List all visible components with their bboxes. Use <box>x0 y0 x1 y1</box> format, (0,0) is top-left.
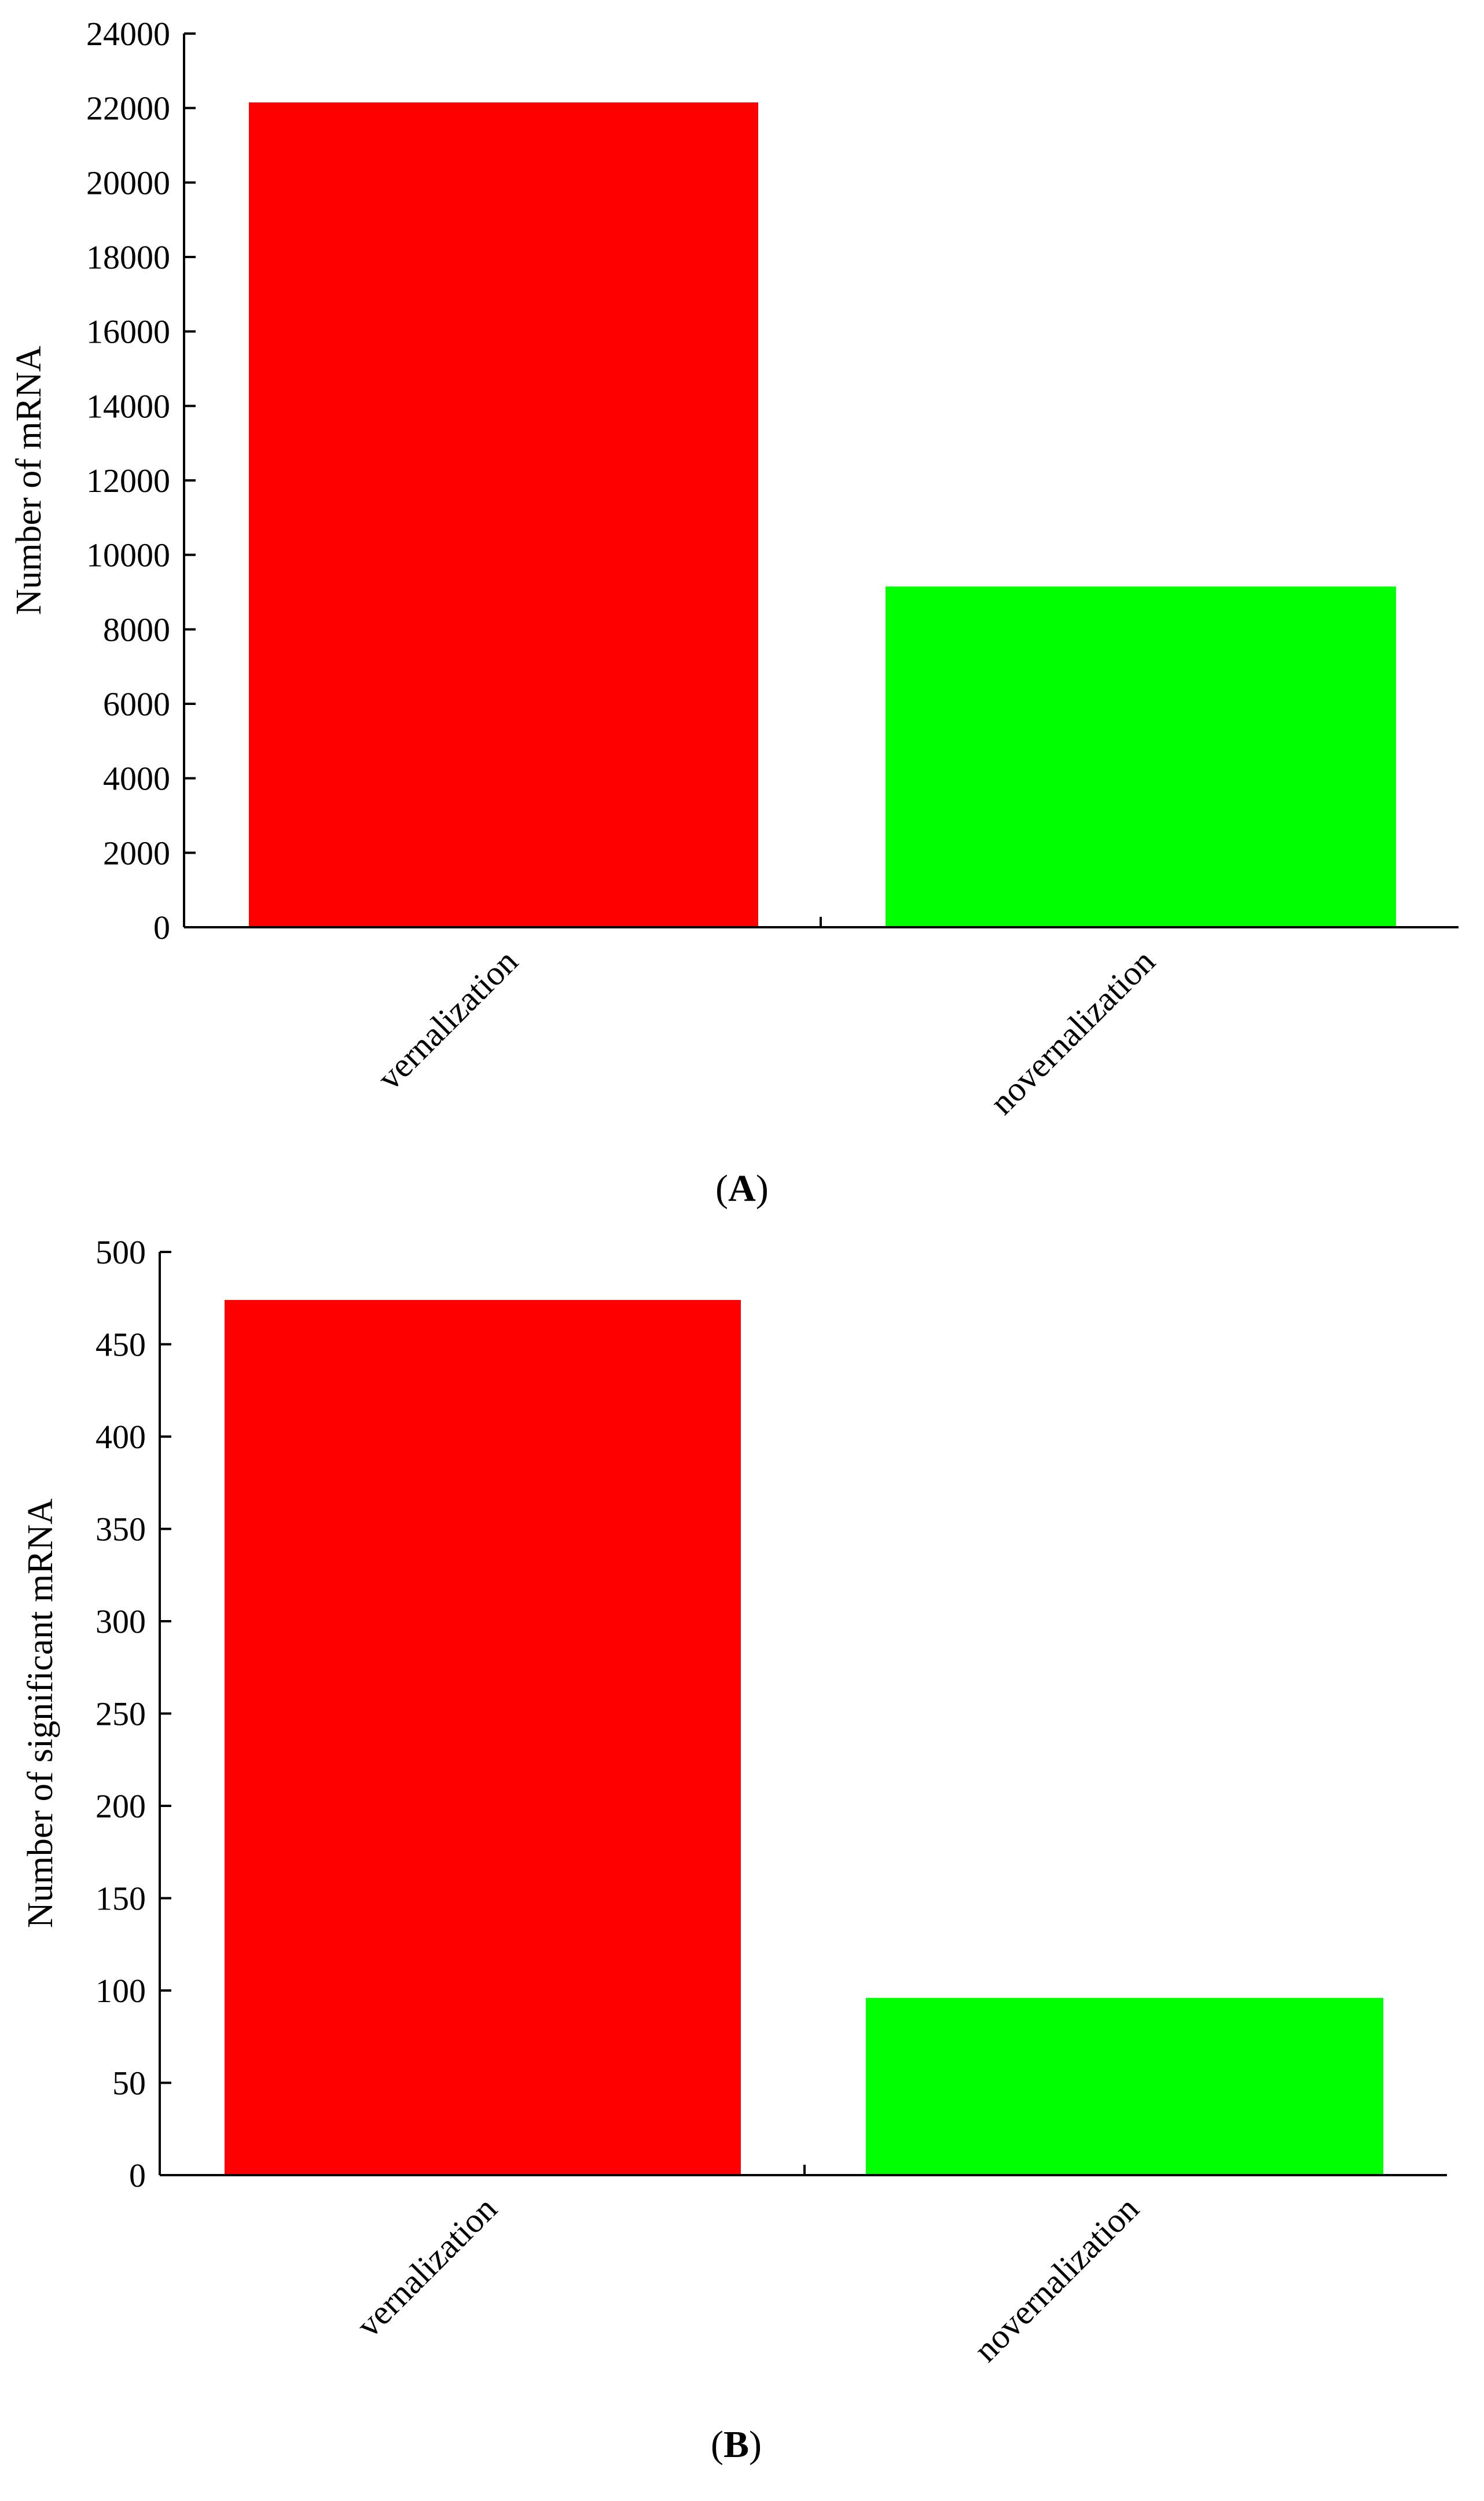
y-tick-label: 250 <box>95 1695 146 1733</box>
y-tick-label: 0 <box>153 909 170 946</box>
panel-label: (B) <box>711 2423 762 2466</box>
y-tick-label: 150 <box>95 1880 146 1918</box>
y-tick-label: 100 <box>95 1972 146 2010</box>
y-tick-label: 24000 <box>86 15 170 53</box>
chart-panel-b: 0 50 100 150 200 250 300 350 400 450 500 vernalizat… <box>21 1233 1447 2466</box>
y-tick-label: 10000 <box>86 537 170 574</box>
y-tick-label: 0 <box>129 2157 146 2194</box>
y-tick-label: 8000 <box>103 611 170 648</box>
x-category-label: novernalization <box>983 942 1163 1122</box>
y-tick-label: 14000 <box>86 387 170 425</box>
y-axis-title: Number of significant mRNA <box>21 1499 60 1928</box>
x-category-label: vernalization <box>370 942 525 1097</box>
y-tick-label: 12000 <box>86 462 170 500</box>
x-category-label: vernalization <box>349 2190 504 2345</box>
y-tick-label: 450 <box>95 1326 146 1364</box>
y-axis-title: Number of mRNA <box>9 346 49 615</box>
y-tick-label: 18000 <box>86 238 170 276</box>
panel-label: (A) <box>715 1167 769 1210</box>
chart-panel-a: 0 2000 4000 6000 8000 10000 12000 14000 16000 180… <box>9 15 1459 1210</box>
bar-vernalization <box>225 1299 741 2175</box>
y-tick-label: 200 <box>95 1787 146 1825</box>
bar-novernalization <box>866 1997 1383 2175</box>
x-category-label: novernalization <box>967 2190 1147 2370</box>
bar-vernalization <box>249 102 758 928</box>
y-tick-label: 16000 <box>86 313 170 351</box>
y-tick-label: 22000 <box>86 90 170 127</box>
y-tick-label: 350 <box>95 1511 146 1548</box>
y-tick-label: 300 <box>95 1603 146 1640</box>
y-tick-label: 2000 <box>103 834 170 872</box>
y-tick-label: 4000 <box>103 760 170 798</box>
y-tick-label: 400 <box>95 1418 146 1456</box>
y-tick-label: 20000 <box>86 164 170 201</box>
y-tick-label: 6000 <box>103 685 170 723</box>
bar-novernalization <box>886 586 1396 927</box>
y-tick-label: 50 <box>112 2065 146 2102</box>
y-tick-label: 500 <box>95 1233 146 1271</box>
